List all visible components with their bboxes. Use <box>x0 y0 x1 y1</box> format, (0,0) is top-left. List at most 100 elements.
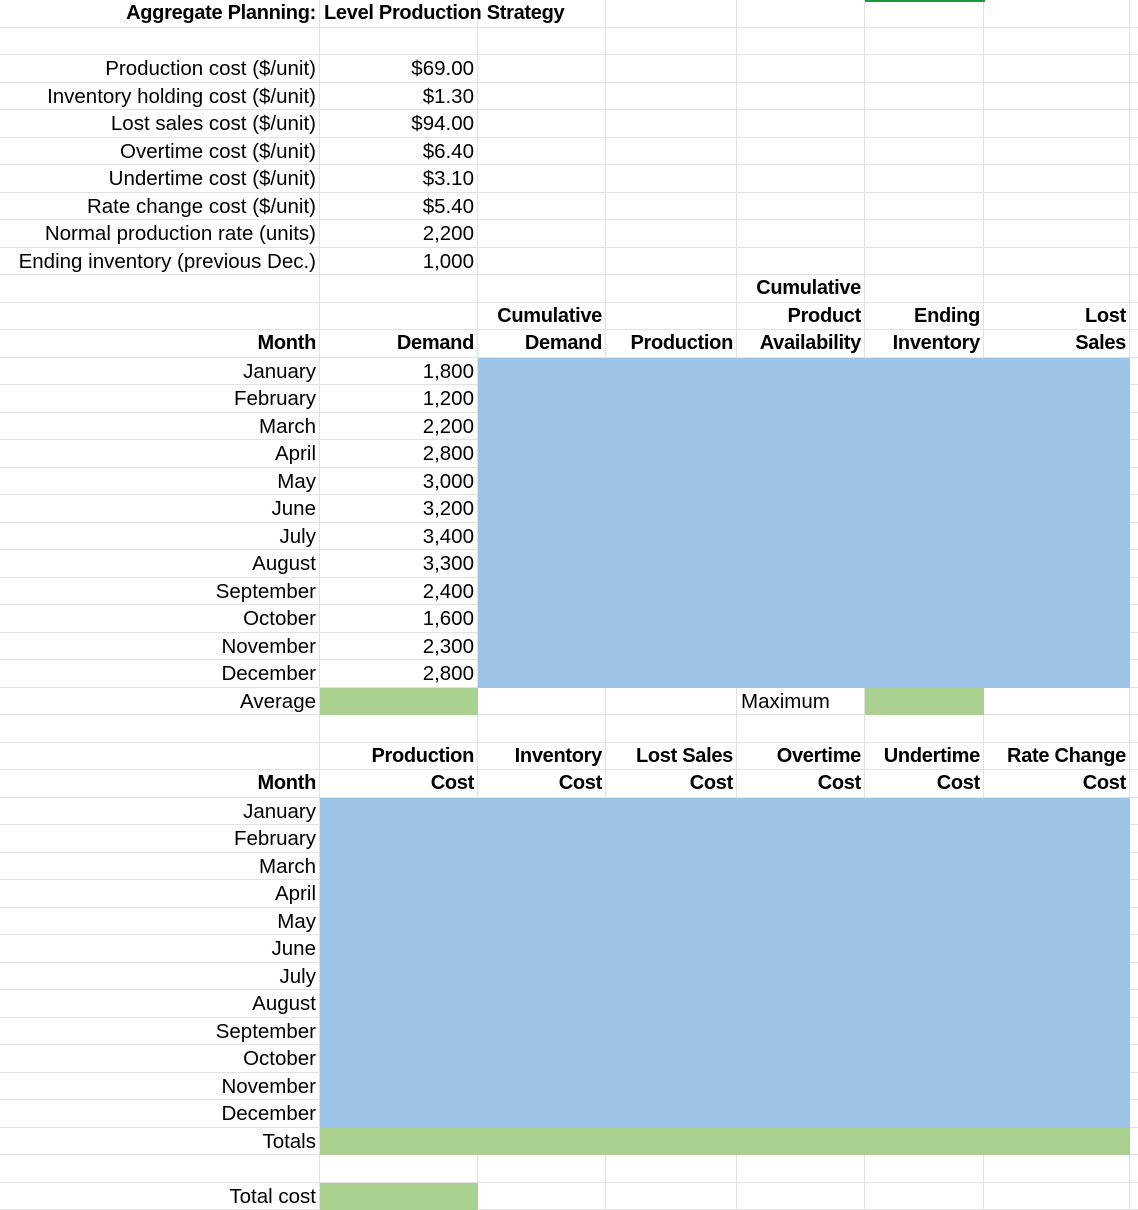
demand: 1,600 <box>422 607 474 630</box>
cell <box>737 990 865 1018</box>
cell <box>478 1100 606 1128</box>
cell <box>0 137 320 165</box>
column-header: Sales <box>1075 332 1126 354</box>
cell <box>984 1045 1130 1073</box>
month: May <box>277 909 316 933</box>
month: June <box>271 937 316 960</box>
cell <box>865 742 984 770</box>
cell <box>0 357 320 385</box>
cell <box>606 577 737 605</box>
cell <box>478 192 606 220</box>
cell <box>1130 688 1138 715</box>
cell <box>320 1155 478 1183</box>
cell <box>606 82 737 110</box>
cell <box>0 82 320 110</box>
cell <box>478 220 606 248</box>
cell <box>320 357 478 385</box>
cell <box>984 275 1130 303</box>
month: January <box>243 359 316 383</box>
column-header: Month <box>257 332 317 354</box>
cell <box>0 962 320 990</box>
cell <box>1130 578 1138 605</box>
cell <box>984 1072 1130 1100</box>
cell <box>1130 248 1138 275</box>
cell <box>1130 1045 1138 1073</box>
cell <box>0 687 320 715</box>
cell <box>320 962 478 990</box>
cell <box>606 27 737 55</box>
cell <box>0 632 320 660</box>
cell <box>320 1072 478 1100</box>
cell <box>320 55 478 83</box>
cell <box>320 577 478 605</box>
cell <box>737 110 865 138</box>
cell <box>737 715 865 743</box>
cell <box>1130 550 1138 578</box>
cell <box>0 660 320 688</box>
cell <box>984 247 1130 275</box>
row-label: Totals <box>262 1129 316 1153</box>
column-header: Demand <box>396 332 474 354</box>
cell <box>737 1182 865 1210</box>
cell <box>478 1127 606 1155</box>
cell <box>1130 55 1138 83</box>
cell <box>984 1182 1130 1210</box>
cell <box>320 495 478 523</box>
demand: 1,200 <box>422 387 474 410</box>
cell <box>865 770 984 798</box>
cell <box>320 110 478 138</box>
cell <box>737 82 865 110</box>
cell <box>1130 330 1138 358</box>
cell <box>984 742 1130 770</box>
cell <box>1130 275 1138 303</box>
cell <box>865 605 984 633</box>
cell <box>865 440 984 468</box>
cell <box>0 330 320 358</box>
month: December <box>221 662 316 685</box>
cell <box>984 770 1130 798</box>
cell <box>1130 880 1138 908</box>
cell <box>320 605 478 633</box>
parameter-value: $3.10 <box>422 167 474 190</box>
parameter-label: Normal production rate (units) <box>44 222 316 245</box>
demand: 2,300 <box>422 634 474 658</box>
cell <box>606 852 737 880</box>
cell <box>606 1017 737 1045</box>
cell <box>865 467 984 495</box>
cell <box>865 137 984 165</box>
cell <box>0 797 320 825</box>
cell <box>0 220 320 248</box>
cell <box>606 715 737 743</box>
cell <box>865 962 984 990</box>
month: November <box>221 1074 316 1098</box>
cell <box>478 687 606 715</box>
cell <box>478 825 606 853</box>
month: July <box>279 524 316 548</box>
cell <box>865 330 984 358</box>
cell <box>320 522 478 550</box>
cell <box>865 357 984 385</box>
cell <box>320 1127 478 1155</box>
cell <box>1130 303 1138 330</box>
cell <box>1130 963 1138 990</box>
cell <box>865 660 984 688</box>
cell <box>320 770 478 798</box>
cell <box>606 412 737 440</box>
cell <box>984 825 1130 853</box>
cell <box>737 632 865 660</box>
cell <box>320 440 478 468</box>
cell <box>478 990 606 1018</box>
cell <box>606 330 737 358</box>
column-header: Overtime <box>776 744 862 767</box>
cell <box>0 550 320 578</box>
month: March <box>259 854 316 878</box>
cell <box>984 1155 1130 1183</box>
cell <box>984 440 1130 468</box>
cell <box>737 1072 865 1100</box>
cell <box>737 935 865 963</box>
cell <box>984 192 1130 220</box>
cell <box>320 247 478 275</box>
cell <box>1130 0 1138 28</box>
cell <box>984 660 1130 688</box>
cell <box>737 467 865 495</box>
